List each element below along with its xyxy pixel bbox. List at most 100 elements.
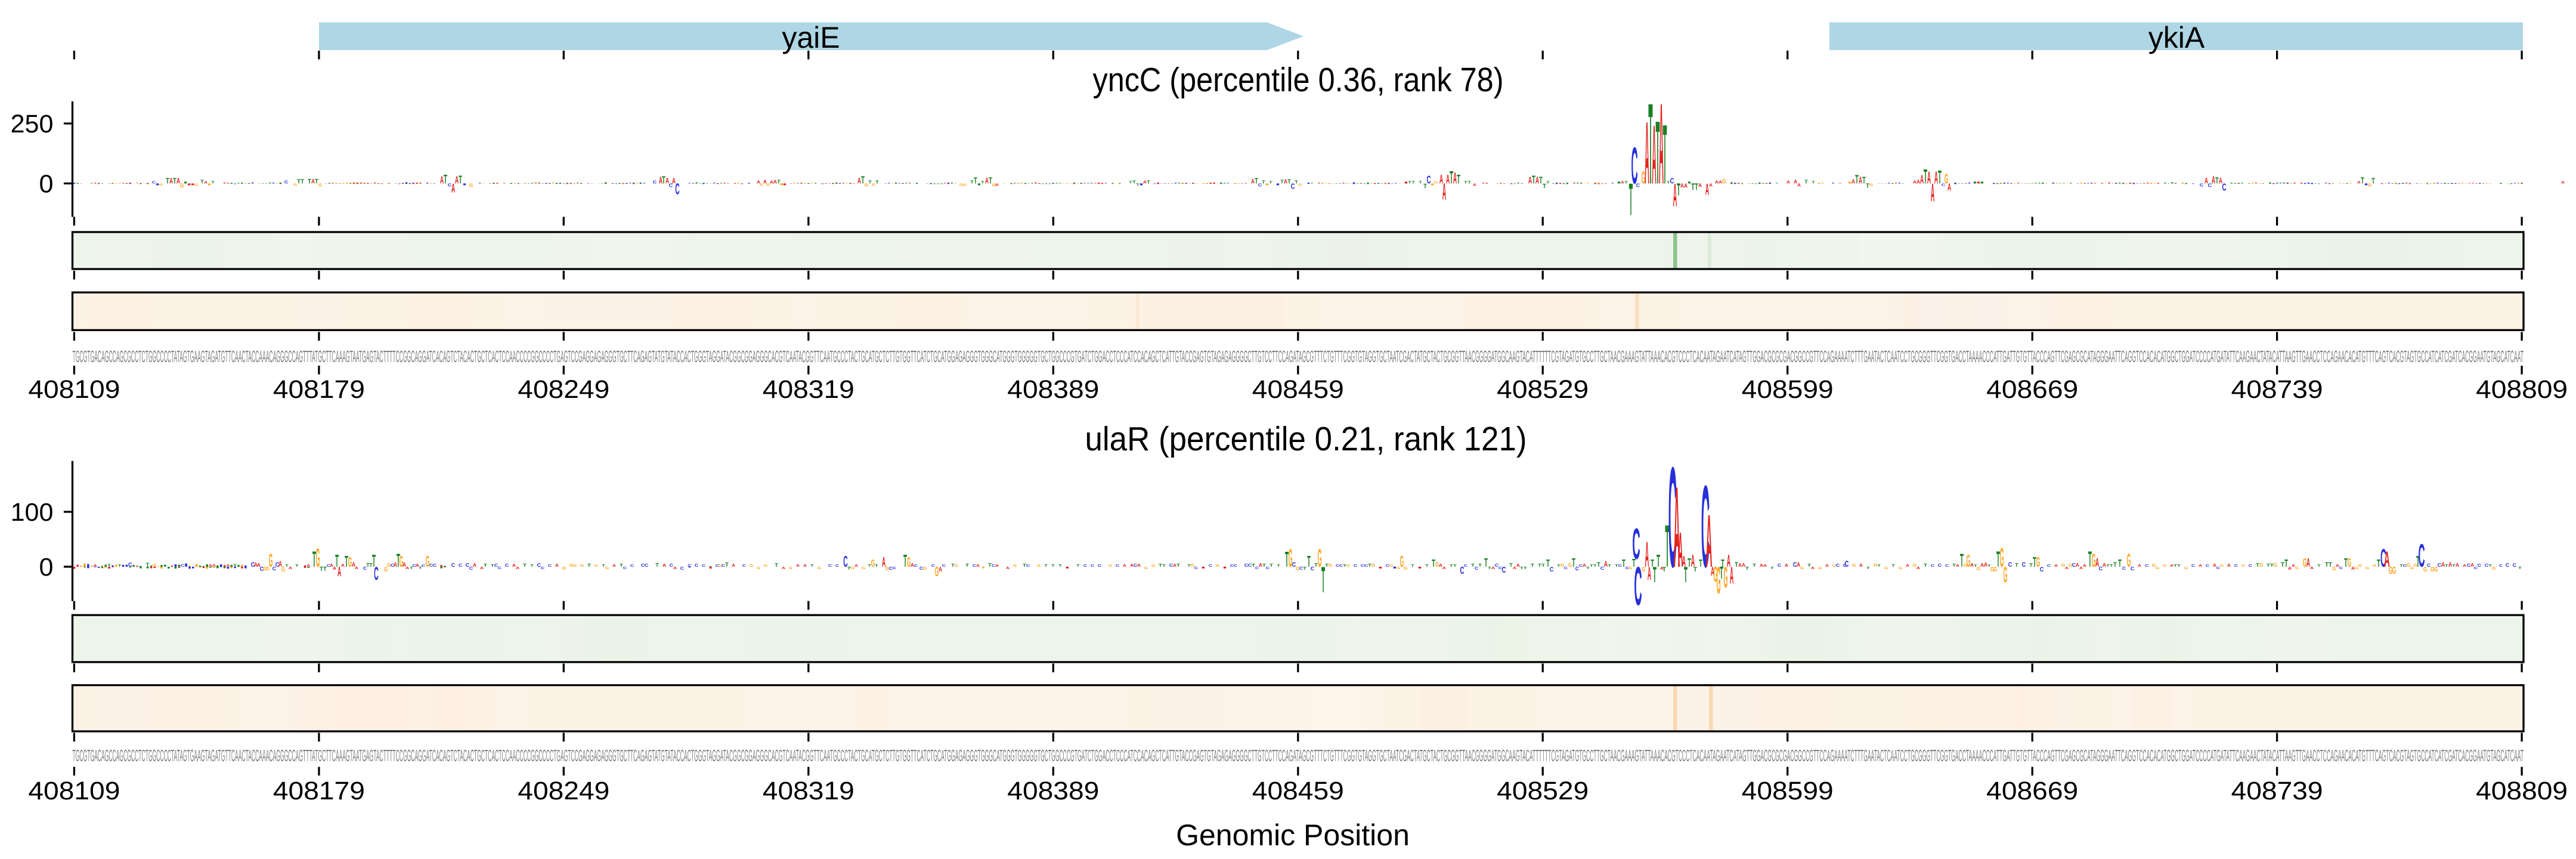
svg-text:T: T [2329,561,2332,568]
svg-text:A: A [732,563,736,568]
svg-text:A: A [93,563,97,567]
svg-text:T: T [491,564,494,567]
svg-text:A: A [1698,183,1702,189]
svg-text:A: A [1797,183,1801,187]
svg-text:A: A [1143,180,1147,184]
svg-text:A: A [1730,563,1734,589]
svg-text:T: T [1546,180,1550,184]
svg-text:C: C [152,180,156,184]
svg-text:T: T [989,176,992,186]
svg-text:T: T [2325,561,2329,568]
svg-text:A: A [1785,563,1789,568]
svg-text:G: G [955,563,959,567]
svg-text:T: T [1450,168,1453,188]
svg-text:A: A [1715,180,1719,184]
svg-text:A: A [278,559,283,569]
svg-text:T: T [875,564,878,567]
svg-text:C: C [942,564,946,568]
svg-text:T: T [1590,564,1593,567]
svg-text:C: C [413,564,417,568]
svg-text:C: C [273,566,277,571]
svg-text:A: A [2076,562,2079,568]
svg-text:G: G [2036,554,2041,570]
svg-text:T: T [1655,103,1659,203]
svg-text:C: C [1266,566,1270,570]
svg-text:T: T [974,176,977,186]
svg-text:G: G [2366,566,2370,570]
svg-text:C: C [893,566,897,570]
svg-text:T: T [166,177,169,185]
svg-text:C: C [275,561,280,568]
svg-text:0: 0 [39,553,53,582]
svg-text:T: T [868,180,872,184]
svg-text:A: A [2212,174,2215,186]
svg-text:C: C [327,564,331,568]
svg-text:G: G [764,563,768,567]
svg-text:T: T [1262,563,1267,567]
svg-text:C: C [1098,564,1102,568]
svg-text:G: G [1434,180,1438,184]
svg-text:C: C [2099,566,2103,571]
svg-text:G: G [269,549,273,570]
svg-text:G: G [992,183,996,187]
svg-text:A: A [306,563,311,568]
svg-text:T: T [2118,557,2122,569]
svg-text:408109: 408109 [28,777,120,805]
svg-text:G: G [789,566,793,570]
svg-text:G: G [1832,563,1837,567]
svg-text:A: A [770,180,774,184]
svg-text:G: G [2434,566,2438,573]
svg-text:G: G [750,563,754,567]
svg-text:C: C [2040,566,2044,573]
svg-text:408249: 408249 [518,777,609,805]
svg-text:T: T [2281,561,2284,568]
svg-text:A: A [2138,564,2142,568]
svg-text:G: G [1318,543,1322,572]
svg-text:A: A [1934,169,1938,187]
svg-text:A: A [757,180,761,184]
svg-text:C: C [1634,555,1642,617]
svg-text:G: G [1899,566,1903,570]
svg-text:T: T [1255,177,1258,185]
svg-text:T: T [345,554,348,571]
svg-text:408109: 408109 [28,375,120,404]
svg-text:G: G [1990,566,1995,573]
svg-text:A: A [2054,564,2058,568]
svg-text:G: G [1852,563,1856,568]
svg-text:T: T [530,564,534,567]
svg-text:T: T [419,566,422,570]
svg-text:A: A [2213,563,2217,568]
svg-text:C: C [494,563,499,568]
svg-text:T: T [1423,183,1427,190]
svg-text:408529: 408529 [1497,375,1589,404]
svg-text:C: C [1255,566,1259,570]
svg-text:T: T [1321,560,1325,601]
svg-text:C: C [2072,562,2076,568]
svg-text:T: T [1745,566,1750,570]
svg-text:A: A [1173,563,1177,568]
svg-text:T: T [1987,564,1991,567]
svg-text:408459: 408459 [1252,375,1344,404]
svg-text:T: T [1314,563,1318,568]
svg-text:C: C [1248,563,1252,568]
svg-text:A: A [1738,562,1742,568]
svg-text:G: G [2069,563,2073,568]
svg-text:T: T [1541,563,1546,567]
svg-text:A: A [257,562,261,568]
svg-text:G: G [2410,566,2414,570]
svg-text:Genomic Position: Genomic Position [1176,818,1410,852]
svg-text:A: A [1980,562,1984,568]
svg-text:A: A [1535,175,1539,186]
svg-text:A: A [226,563,230,568]
svg-text:408739: 408739 [2231,777,2323,805]
svg-text:T: T [1129,180,1132,184]
svg-text:A: A [1130,563,1134,568]
svg-text:C: C [1701,462,1710,592]
svg-text:T: T [335,552,339,571]
svg-text:A: A [1797,561,1801,568]
svg-text:C: C [1234,564,1238,568]
svg-text:G: G [1151,563,1156,567]
svg-text:C: C [260,566,264,573]
svg-text:C: C [1942,183,1946,187]
svg-text:C: C [641,563,645,568]
